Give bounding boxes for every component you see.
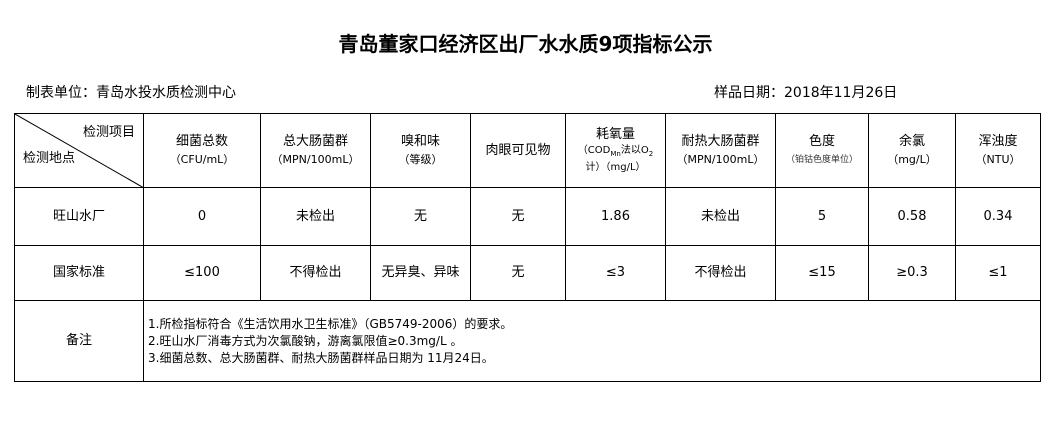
cell: 1.86 (565, 187, 666, 246)
cell: 0 (143, 187, 261, 246)
cell: ≤100 (143, 245, 261, 301)
row-label: 国家标准 (14, 245, 144, 301)
cell: 无 (470, 187, 566, 246)
header-cell: 嗅和味 （等级） (370, 113, 471, 188)
header-cell: 耗氧量 （CODMn法以O2 计）（mg/L） (565, 113, 666, 188)
cell: ≤15 (775, 245, 869, 301)
header-cell: 肉眼可见物 (470, 113, 566, 188)
header-cell: 浑浊度 （NTU） (955, 113, 1041, 188)
water-quality-table: 检测项目 检测地点 细菌总数 （CFU/mL） 总大肠菌群 （MPN/100mL） … (14, 113, 1041, 382)
header-cell: 耐热大肠菌群 （MPN/100mL） (665, 113, 776, 188)
cell: 无 (470, 245, 566, 301)
cell: 未检出 (260, 187, 371, 246)
cell: 5 (775, 187, 869, 246)
issuing-unit: 制表单位：青岛水投水质检测中心 (26, 85, 236, 101)
cell: ≤3 (565, 245, 666, 301)
header-cell: 余氯 （mg/L） (868, 113, 956, 188)
sample-date: 样品日期：2018年11月26日 (714, 85, 898, 101)
cell: 不得检出 (665, 245, 776, 301)
remarks-label: 备注 (14, 300, 144, 382)
row-label: 旺山水厂 (14, 187, 144, 246)
cell: 不得检出 (260, 245, 371, 301)
corner-item-label: 检测项目 (82, 125, 135, 140)
cell: 0.58 (868, 187, 956, 246)
table-row: 旺山水厂 0 未检出 无 无 1.86 未检出 5 0.58 0.34 (14, 187, 1041, 246)
header-row: 检测项目 检测地点 细菌总数 （CFU/mL） 总大肠菌群 （MPN/100mL） … (14, 113, 1041, 188)
cell: ≥0.3 (868, 245, 956, 301)
cell: 无异臭、异味 (370, 245, 471, 301)
corner-site-label: 检测地点 (23, 151, 76, 166)
remarks-row: 备注 1.所检指标符合《生活饮用水卫生标准》（GB5749-2006）的要求。 2… (14, 300, 1041, 382)
cell: 无 (370, 187, 471, 246)
corner-cell: 检测项目 检测地点 (14, 113, 144, 188)
cell: 0.34 (955, 187, 1041, 246)
cell: ≤1 (955, 245, 1041, 301)
header-cell: 总大肠菌群 （MPN/100mL） (260, 113, 371, 188)
header-cell: 细菌总数 （CFU/mL） (143, 113, 261, 188)
page-title: 青岛董家口经济区出厂水水质9项指标公示 (338, 32, 713, 56)
header-cell: 色度 （铂钴色度单位） (775, 113, 869, 188)
table-row: 国家标准 ≤100 不得检出 无异臭、异味 无 ≤3 不得检出 ≤15 ≥0.3… (14, 245, 1041, 301)
cell: 未检出 (665, 187, 776, 246)
remarks-content: 1.所检指标符合《生活饮用水卫生标准》（GB5749-2006）的要求。 2.旺山… (143, 300, 1041, 382)
